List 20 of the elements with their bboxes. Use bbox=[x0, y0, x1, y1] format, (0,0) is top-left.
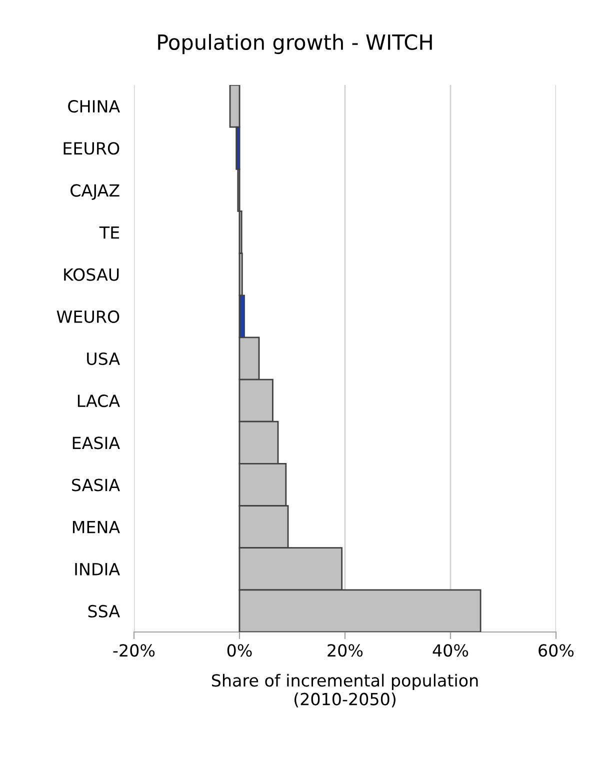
chart-title: Population growth - WITCH bbox=[158, 34, 432, 54]
y-tick-label: LACA bbox=[78, 394, 120, 408]
y-tick-label: MENA bbox=[72, 520, 120, 534]
y-tick-label: SASIA bbox=[72, 478, 120, 492]
y-tick-label: USA bbox=[87, 352, 120, 366]
y-tick-label: TE bbox=[99, 226, 120, 239]
y-tick-label: CAJAZ bbox=[70, 184, 120, 200]
y-tick-label: WEURO bbox=[56, 310, 120, 323]
y-tick-label: EASIA bbox=[72, 436, 120, 450]
y-tick-label: KOSAU bbox=[64, 268, 119, 281]
x-tick-label: 0% bbox=[227, 644, 252, 657]
y-tick-label: INDIA bbox=[75, 563, 120, 576]
x-tick-label: 60% bbox=[538, 644, 574, 657]
x-axis-title: Share of incremental population (2010-2050) bbox=[212, 674, 478, 708]
x-tick-label: 40% bbox=[432, 644, 468, 657]
y-tick-label: SSA bbox=[88, 604, 120, 618]
x-tick-label: 20% bbox=[328, 644, 363, 657]
y-tick-label: EEURO bbox=[64, 142, 120, 155]
y-tick-label: CHINA bbox=[68, 100, 120, 113]
x-tick-label: -20% bbox=[113, 644, 155, 657]
